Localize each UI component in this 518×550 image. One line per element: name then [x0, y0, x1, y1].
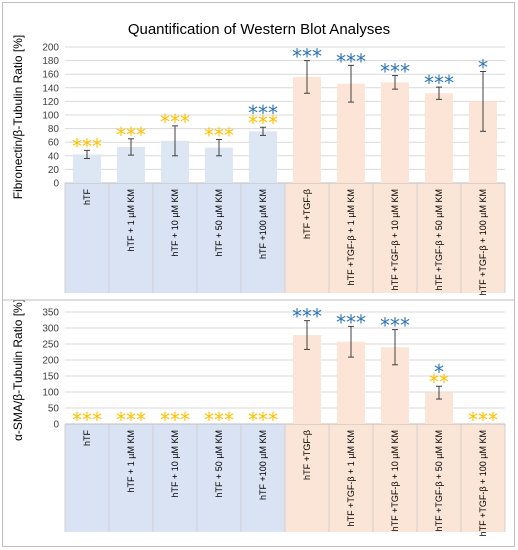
x-category-label: hTF +TGF-β + 50 µM KM [434, 189, 444, 290]
y-tick-label: 0 [53, 420, 59, 431]
x-category-label: hTF [82, 430, 92, 447]
x-category-label: hTF +TGF-β + 100 µM KM [478, 430, 488, 536]
bar [381, 82, 409, 183]
y-tick-label: 120 [42, 97, 59, 108]
y-tick-label: 100 [42, 388, 59, 399]
x-category-label: hTF + 10 µM KM [170, 430, 180, 497]
significance-stars: * [434, 360, 444, 384]
significance-stars: *** [292, 45, 322, 69]
x-category-label: hTF + 50 µM KM [214, 189, 224, 256]
y-tick-label: 300 [42, 324, 59, 335]
significance-stars: *** [468, 408, 498, 432]
category-panel [153, 183, 198, 293]
y-tick-label: 160 [42, 70, 59, 81]
category-panel [197, 424, 242, 532]
significance-stars: *** [292, 305, 322, 329]
category-panel [241, 183, 286, 293]
chart-1: 0 20 40 60 80 100 120 140 160 180 200 *** hTF *** hTF … [11, 35, 506, 295]
x-category-label: hTF +TGF-β [302, 189, 312, 239]
y-tick-label: 40 [48, 151, 60, 162]
category-panel [417, 183, 462, 293]
x-category-label: hTF +TGF-β + 50 µM KM [434, 430, 444, 531]
category-panel [461, 183, 506, 293]
x-category-label: hTF +TGF-β + 1 µM KM [346, 430, 356, 526]
y-tick-label: 50 [48, 404, 60, 415]
significance-stars: * [478, 55, 488, 79]
category-panel [373, 424, 418, 532]
x-category-label: hTF + 1 µM KM [126, 189, 136, 251]
significance-stars: *** [336, 310, 366, 334]
x-category-label: hTF +TGF-β + 100 µM KM [478, 189, 488, 295]
bar [425, 93, 453, 183]
y-tick-label: 60 [48, 138, 60, 149]
significance-stars: *** [248, 111, 278, 135]
significance-stars: *** [424, 71, 454, 95]
x-category-label: hTF + 10 µM KM [170, 189, 180, 256]
y-tick-label: 350 [42, 308, 59, 319]
category-panel [153, 424, 198, 532]
y-tick-label: 200 [42, 43, 59, 54]
significance-stars: *** [72, 134, 102, 158]
category-panel [65, 424, 110, 532]
x-category-label: hTF +100 µM KM [258, 189, 268, 259]
category-panel [109, 424, 154, 532]
category-panel [109, 183, 154, 293]
significance-stars: *** [248, 101, 278, 125]
x-category-label: hTF +TGF-β + 10 µM KM [390, 189, 400, 290]
significance-stars: *** [204, 408, 234, 432]
y-tick-label: 20 [48, 165, 60, 176]
category-panel [417, 424, 462, 532]
category-panel [329, 424, 374, 532]
significance-stars: *** [72, 408, 102, 432]
significance-stars: *** [204, 123, 234, 147]
y-tick-label: 100 [42, 111, 59, 122]
x-category-label: hTF +TGF-β + 1 µM KM [346, 189, 356, 285]
y-axis-label: α-SMA/β-Tubulin Ratio [%] [11, 299, 25, 441]
y-tick-label: 200 [42, 356, 59, 367]
significance-stars: *** [116, 123, 146, 147]
bar [293, 76, 321, 183]
y-tick-label: 250 [42, 340, 59, 351]
bar [249, 131, 277, 183]
significance-stars: *** [380, 60, 410, 84]
significance-stars: *** [160, 110, 190, 134]
y-tick-label: 150 [42, 372, 59, 383]
x-category-label: hTF [82, 189, 92, 206]
x-category-label: hTF +TGF-β [302, 430, 312, 480]
bar [73, 154, 101, 183]
y-tick-label: 140 [42, 83, 59, 94]
category-panel [65, 183, 110, 293]
y-tick-label: 180 [42, 56, 59, 67]
y-tick-label: 0 [53, 179, 59, 190]
category-panel [373, 183, 418, 293]
significance-stars: *** [336, 49, 366, 73]
y-axis-label: Fibronectin/β-Tubulin Ratio [%] [11, 35, 25, 200]
x-category-label: hTF +TGF-β + 10 µM KM [390, 430, 400, 531]
significance-stars: *** [116, 408, 146, 432]
category-panel [285, 424, 330, 532]
significance-stars: ** [429, 370, 449, 394]
x-category-label: hTF +100 µM KM [258, 430, 268, 500]
y-tick-label: 80 [48, 124, 60, 135]
significance-stars: *** [160, 408, 190, 432]
significance-stars: *** [248, 408, 278, 432]
significance-stars: *** [380, 314, 410, 338]
category-panel [461, 424, 506, 532]
category-panel [197, 183, 242, 293]
category-panel [329, 183, 374, 293]
category-panel [285, 183, 330, 293]
x-category-label: hTF + 1 µM KM [126, 430, 136, 492]
chart-title: Quantification of Western Blot Analyses [127, 21, 391, 38]
category-panel [241, 424, 286, 532]
x-category-label: hTF + 50 µM KM [214, 430, 224, 497]
